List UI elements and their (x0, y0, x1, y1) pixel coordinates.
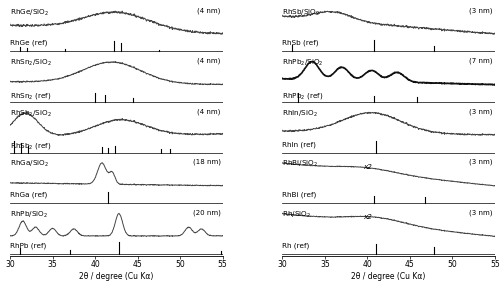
Text: (3 nm): (3 nm) (470, 209, 493, 216)
Text: RhGe (ref): RhGe (ref) (10, 40, 48, 47)
Text: (7 nm): (7 nm) (470, 58, 493, 64)
Text: RhSb$_2$/SiO$_2$: RhSb$_2$/SiO$_2$ (10, 108, 52, 119)
Text: RhGa/SiO$_2$: RhGa/SiO$_2$ (10, 159, 49, 169)
Text: Rh (ref): Rh (ref) (282, 242, 310, 249)
Text: RhIn (ref): RhIn (ref) (282, 141, 316, 148)
Text: Rh/SiO$_2$: Rh/SiO$_2$ (282, 210, 312, 220)
Text: RhSn$_2$ (ref): RhSn$_2$ (ref) (10, 91, 51, 101)
Text: RhPb$_2$/SiO$_2$: RhPb$_2$/SiO$_2$ (282, 58, 324, 68)
Text: (4 nm): (4 nm) (197, 58, 220, 64)
X-axis label: 2θ / degree (Cu Kα): 2θ / degree (Cu Kα) (352, 272, 426, 281)
Text: (3 nm): (3 nm) (470, 108, 493, 115)
Text: (4 nm): (4 nm) (197, 108, 220, 115)
Text: (18 nm): (18 nm) (192, 159, 220, 165)
Text: x2: x2 (363, 164, 372, 170)
Text: RhPb (ref): RhPb (ref) (10, 242, 46, 249)
Text: RhSb/SiO$_2$: RhSb/SiO$_2$ (282, 7, 321, 18)
Text: x2: x2 (363, 214, 372, 220)
Text: RhSb (ref): RhSb (ref) (282, 40, 319, 47)
X-axis label: 2θ / degree (Cu Kα): 2θ / degree (Cu Kα) (79, 272, 154, 281)
Text: (3 nm): (3 nm) (470, 159, 493, 165)
Text: (20 nm): (20 nm) (192, 209, 220, 216)
Text: RhBi (ref): RhBi (ref) (282, 192, 316, 198)
Text: RhGe/SiO$_2$: RhGe/SiO$_2$ (10, 7, 49, 18)
Text: RhSn$_2$/SiO$_2$: RhSn$_2$/SiO$_2$ (10, 58, 52, 68)
Text: RhPb/SiO$_2$: RhPb/SiO$_2$ (10, 210, 48, 220)
Text: (4 nm): (4 nm) (197, 7, 220, 14)
Text: (3 nm): (3 nm) (470, 7, 493, 14)
Text: RhIn/SiO$_2$: RhIn/SiO$_2$ (282, 108, 318, 119)
Text: RhSb$_2$ (ref): RhSb$_2$ (ref) (10, 141, 51, 151)
Text: RhBi/SiO$_2$: RhBi/SiO$_2$ (282, 159, 318, 169)
Text: RhPb$_2$ (ref): RhPb$_2$ (ref) (282, 91, 324, 101)
Text: RhGa (ref): RhGa (ref) (10, 192, 47, 198)
